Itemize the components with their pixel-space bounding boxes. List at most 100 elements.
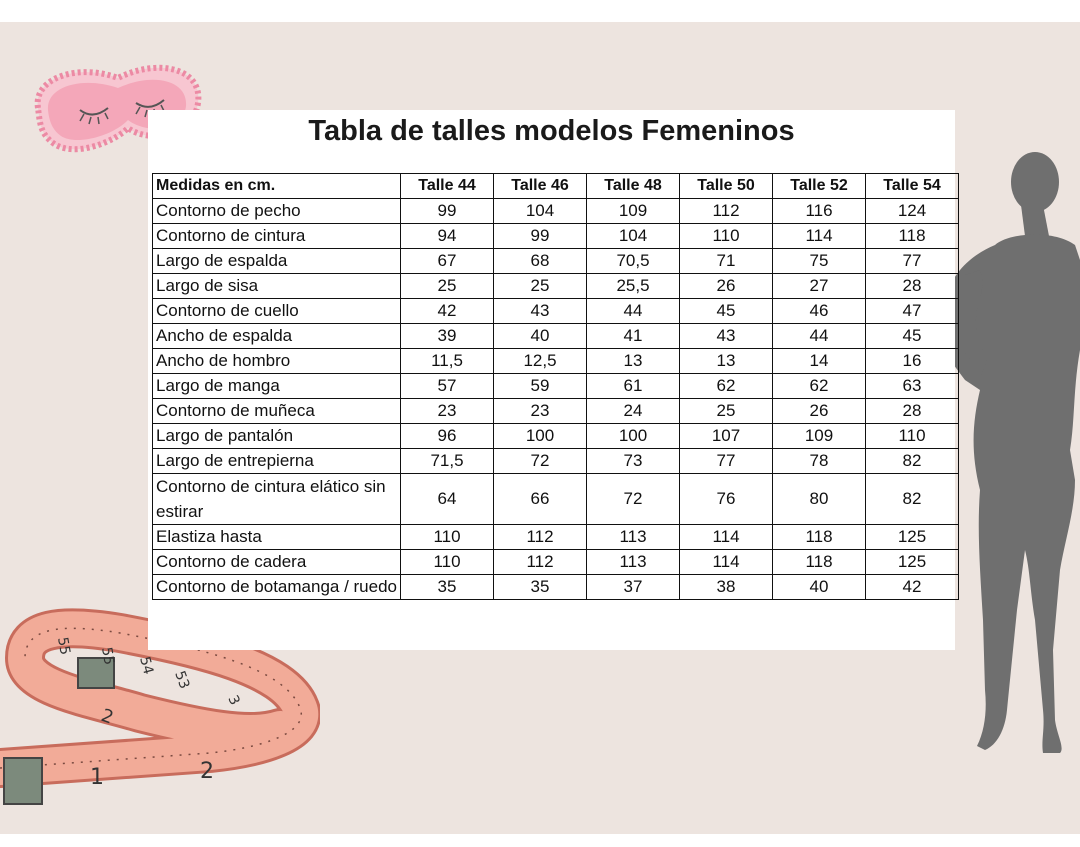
tape-number: 3 bbox=[224, 693, 242, 708]
size-value-cell: 112 bbox=[493, 549, 588, 575]
size-value-cell: 77 bbox=[679, 448, 774, 474]
size-value-cell: 26 bbox=[679, 273, 774, 299]
size-value-cell: 118 bbox=[772, 549, 867, 575]
size-value-cell: 63 bbox=[865, 373, 960, 399]
size-value-cell: 99 bbox=[400, 198, 495, 224]
size-value-cell: 25,5 bbox=[586, 273, 681, 299]
size-value-cell: 110 bbox=[400, 549, 495, 575]
row-label: Elastiza hasta bbox=[151, 524, 402, 550]
size-value-cell: 62 bbox=[679, 373, 774, 399]
row-label: Contorno de cadera bbox=[151, 549, 402, 575]
size-value-cell: 100 bbox=[493, 423, 588, 449]
size-value-cell: 70,5 bbox=[586, 248, 681, 274]
row-label: Contorno de pecho bbox=[151, 198, 402, 224]
size-value-cell: 23 bbox=[493, 398, 588, 424]
size-value-cell: 124 bbox=[865, 198, 960, 224]
table-row: Largo de espalda 67 68 70,5 71 75 77 bbox=[151, 248, 960, 274]
tape-number: 1 bbox=[90, 765, 104, 790]
size-value-cell: 44 bbox=[772, 323, 867, 349]
size-value-cell: 45 bbox=[865, 323, 960, 349]
size-chart-table: Medidas en cm. Talle 44 Talle 46 Talle 4… bbox=[151, 173, 960, 600]
woman-silhouette-icon bbox=[929, 152, 1080, 753]
size-value-cell: 71 bbox=[679, 248, 774, 274]
table-row: Largo de sisa 25 25 25,5 26 27 28 bbox=[151, 273, 960, 299]
size-value-cell: 25 bbox=[400, 273, 495, 299]
size-value-cell: 27 bbox=[772, 273, 867, 299]
size-value-cell: 114 bbox=[772, 223, 867, 249]
size-value-cell: 39 bbox=[400, 323, 495, 349]
size-value-cell: 61 bbox=[586, 373, 681, 399]
row-label: Ancho de hombro bbox=[151, 348, 402, 374]
size-value-cell: 41 bbox=[586, 323, 681, 349]
table-row: Contorno de muñeca 23 23 24 25 26 28 bbox=[151, 398, 960, 424]
size-value-cell: 72 bbox=[493, 448, 588, 474]
row-label: Ancho de espalda bbox=[151, 323, 402, 349]
tape-measure-icon: 1 2 55 55 54 53 3 2 bbox=[0, 608, 320, 805]
tape-number: 2 bbox=[200, 759, 214, 784]
size-value-cell: 28 bbox=[865, 273, 960, 299]
size-value-cell: 99 bbox=[493, 223, 588, 249]
row-label: Largo de sisa bbox=[151, 273, 402, 299]
size-value-cell: 109 bbox=[772, 423, 867, 449]
row-label: Largo de espalda bbox=[151, 248, 402, 274]
table-row: Largo de entrepierna 71,5 72 73 77 78 82 bbox=[151, 448, 960, 474]
table-row: Contorno de pecho 99 104 109 112 116 124 bbox=[151, 198, 960, 224]
size-value-cell: 25 bbox=[493, 273, 588, 299]
row-label: Contorno de cintura bbox=[151, 223, 402, 249]
size-value-cell: 118 bbox=[772, 524, 867, 550]
size-value-cell: 42 bbox=[400, 298, 495, 324]
tape-number: 53 bbox=[171, 669, 192, 691]
size-value-cell: 104 bbox=[586, 223, 681, 249]
table-row: Contorno de cadera 110 112 113 114 118 125 bbox=[151, 549, 960, 575]
size-value-cell: 14 bbox=[772, 348, 867, 374]
size-value-cell: 40 bbox=[772, 574, 867, 600]
size-value-cell: 43 bbox=[679, 323, 774, 349]
header-cell: Talle 50 bbox=[679, 173, 774, 199]
page-title: Tabla de talles modelos Femeninos bbox=[308, 115, 795, 147]
size-value-cell: 125 bbox=[865, 524, 960, 550]
table-row: Largo de manga 57 59 61 62 62 63 bbox=[151, 373, 960, 399]
size-value-cell: 25 bbox=[679, 398, 774, 424]
table-row: Contorno de botamanga / ruedo 35 35 37 38 40 4… bbox=[151, 574, 960, 600]
size-value-cell: 16 bbox=[865, 348, 960, 374]
size-value-cell: 57 bbox=[400, 373, 495, 399]
row-label: Contorno de cuello bbox=[151, 298, 402, 324]
size-value-cell: 37 bbox=[586, 574, 681, 600]
row-label: Contorno de muñeca bbox=[151, 398, 402, 424]
size-value-cell: 110 bbox=[679, 223, 774, 249]
table-row: Contorno de cuello 42 43 44 45 46 47 bbox=[151, 298, 960, 324]
size-value-cell: 100 bbox=[586, 423, 681, 449]
tape-number: 55 bbox=[54, 636, 73, 656]
size-value-cell: 114 bbox=[679, 549, 774, 575]
size-value-cell: 66 bbox=[493, 473, 588, 525]
size-value-cell: 113 bbox=[586, 549, 681, 575]
size-value-cell: 96 bbox=[400, 423, 495, 449]
header-cell: Talle 44 bbox=[400, 173, 495, 199]
size-value-cell: 72 bbox=[586, 473, 681, 525]
size-value-cell: 112 bbox=[493, 524, 588, 550]
size-value-cell: 12,5 bbox=[493, 348, 588, 374]
size-value-cell: 59 bbox=[493, 373, 588, 399]
table-row: Largo de pantalón 96 100 100 107 109 110 bbox=[151, 423, 960, 449]
size-value-cell: 13 bbox=[586, 348, 681, 374]
header-cell: Talle 54 bbox=[865, 173, 960, 199]
header-cell: Talle 48 bbox=[586, 173, 681, 199]
tape-number: 55 bbox=[98, 646, 117, 666]
size-value-cell: 94 bbox=[400, 223, 495, 249]
table-row: Ancho de espalda 39 40 41 43 44 45 bbox=[151, 323, 960, 349]
size-value-cell: 110 bbox=[865, 423, 960, 449]
size-value-cell: 82 bbox=[865, 473, 960, 525]
size-value-cell: 26 bbox=[772, 398, 867, 424]
size-value-cell: 13 bbox=[679, 348, 774, 374]
size-value-cell: 77 bbox=[865, 248, 960, 274]
size-value-cell: 118 bbox=[865, 223, 960, 249]
row-label: Contorno de cintura elático sin estirar bbox=[151, 473, 402, 525]
size-value-cell: 35 bbox=[400, 574, 495, 600]
size-value-cell: 43 bbox=[493, 298, 588, 324]
row-label: Largo de manga bbox=[151, 373, 402, 399]
size-value-cell: 11,5 bbox=[400, 348, 495, 374]
size-value-cell: 35 bbox=[493, 574, 588, 600]
table-row: Elastiza hasta 110 112 113 114 118 125 bbox=[151, 524, 960, 550]
size-value-cell: 104 bbox=[493, 198, 588, 224]
size-value-cell: 40 bbox=[493, 323, 588, 349]
